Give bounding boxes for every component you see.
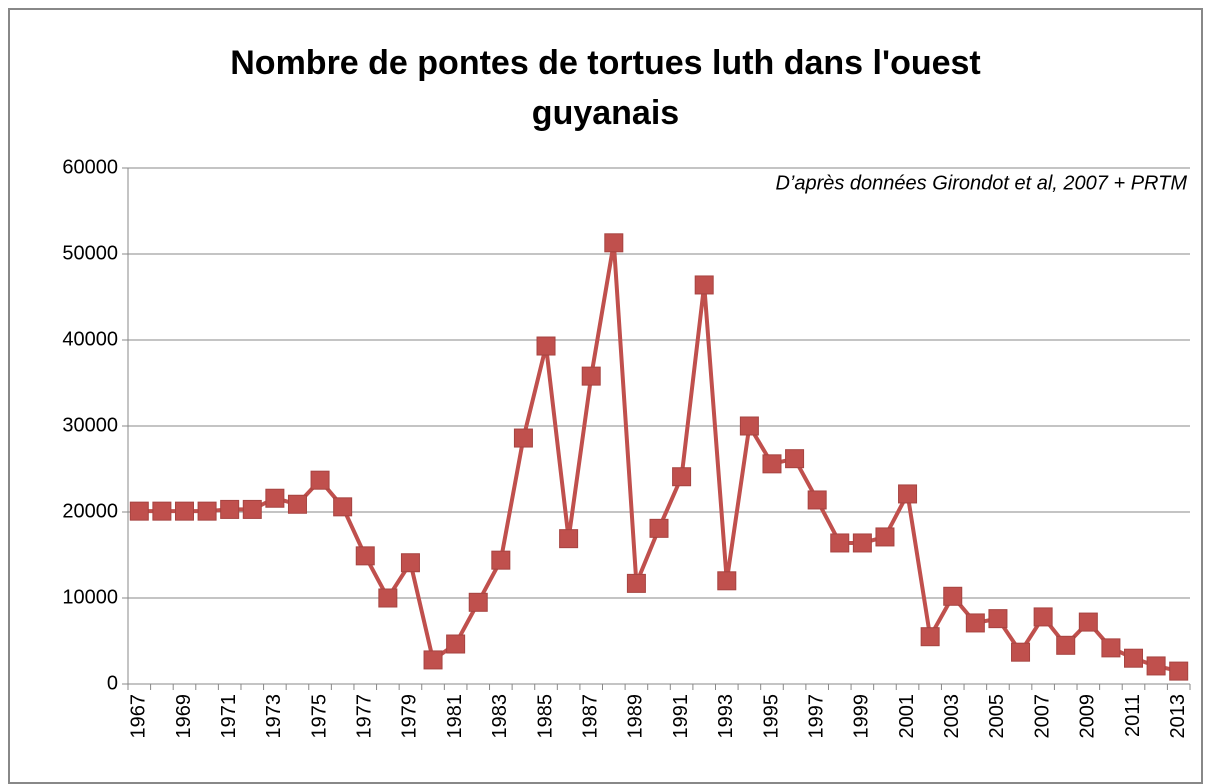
x-tick-label: 1975 xyxy=(308,694,330,739)
marker xyxy=(242,499,262,519)
marker xyxy=(988,609,1008,629)
x-tick-label: 1993 xyxy=(715,694,737,739)
x-tick-label: 1967 xyxy=(128,694,150,739)
marker xyxy=(920,627,940,647)
chart-title: Nombre de pontes de tortues luth dans l'… xyxy=(230,44,981,132)
marker xyxy=(1146,656,1166,676)
marker xyxy=(762,454,782,474)
marker xyxy=(220,499,240,519)
marker xyxy=(785,449,805,469)
x-tick-label: 1985 xyxy=(534,694,556,739)
marker xyxy=(559,529,579,549)
marker xyxy=(1169,661,1189,681)
series-line xyxy=(139,240,1180,674)
marker xyxy=(491,550,511,570)
marker xyxy=(355,546,375,566)
chart-frame xyxy=(8,8,1203,784)
x-tick-label: 1973 xyxy=(263,694,285,739)
marker xyxy=(378,588,398,608)
x-tick-label: 2001 xyxy=(896,694,918,739)
marker xyxy=(1101,638,1121,658)
marker xyxy=(1078,612,1098,632)
y-tick-label: 10000 xyxy=(62,586,118,608)
x-tick-label: 1997 xyxy=(805,694,827,739)
marker xyxy=(717,571,737,591)
marker xyxy=(672,467,692,487)
x-tick-label: 2011 xyxy=(1122,694,1144,737)
marker xyxy=(468,592,488,612)
marker xyxy=(265,488,285,508)
marker xyxy=(626,573,646,593)
annotation: D’après données Girondot et al, 2007 + P… xyxy=(775,172,1187,194)
marker xyxy=(649,518,669,538)
x-tick-label: 2013 xyxy=(1167,694,1189,739)
marker xyxy=(1033,607,1053,627)
marker xyxy=(129,501,149,521)
marker xyxy=(581,366,601,386)
x-tick-label: 2005 xyxy=(986,694,1008,739)
marker xyxy=(152,501,172,521)
x-tick-label: 1981 xyxy=(444,694,466,739)
marker xyxy=(513,428,533,448)
y-tick-label: 20000 xyxy=(62,500,118,522)
marker xyxy=(197,501,217,521)
marker xyxy=(898,484,918,504)
marker xyxy=(536,336,556,356)
y-tick-label: 30000 xyxy=(62,414,118,436)
x-tick-label: 1983 xyxy=(489,694,511,739)
marker xyxy=(446,634,466,654)
marker xyxy=(604,233,624,253)
marker xyxy=(943,586,963,606)
x-tick-label: 1991 xyxy=(670,694,692,739)
marker xyxy=(694,275,714,295)
x-tick-label: 1979 xyxy=(399,694,421,739)
marker xyxy=(807,490,827,510)
title-box: Nombre de pontes de tortues luth dans l'… xyxy=(0,38,1211,138)
marker xyxy=(965,613,985,633)
marker xyxy=(310,470,330,490)
marker xyxy=(400,553,420,573)
marker xyxy=(830,533,850,553)
marker xyxy=(852,533,872,553)
marker xyxy=(1056,635,1076,655)
y-tick-label: 0 xyxy=(107,672,118,694)
marker xyxy=(1124,648,1144,668)
x-tick-label: 2009 xyxy=(1077,694,1099,739)
marker xyxy=(875,527,895,547)
x-tick-label: 1971 xyxy=(218,694,240,739)
marker xyxy=(333,497,353,517)
marker xyxy=(739,416,759,436)
marker xyxy=(287,494,307,514)
y-tick-label: 40000 xyxy=(62,328,118,350)
x-tick-label: 1987 xyxy=(579,694,601,739)
marker xyxy=(423,650,443,670)
x-tick-label: 1969 xyxy=(173,694,195,739)
x-tick-label: 2007 xyxy=(1031,694,1053,739)
x-tick-label: 1977 xyxy=(354,694,376,739)
y-tick-label: 50000 xyxy=(62,242,118,264)
x-tick-label: 2003 xyxy=(941,694,963,739)
x-tick-label: 1989 xyxy=(625,694,647,739)
y-tick-label: 60000 xyxy=(62,156,118,178)
marker xyxy=(1011,642,1031,662)
x-tick-label: 1995 xyxy=(760,694,782,739)
x-tick-label: 1999 xyxy=(851,694,873,739)
marker xyxy=(174,501,194,521)
